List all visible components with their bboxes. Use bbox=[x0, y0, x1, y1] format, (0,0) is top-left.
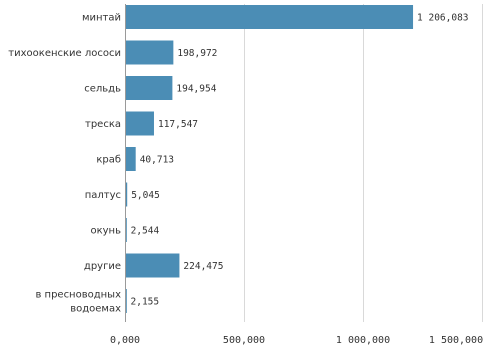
value-label: 1 206,083 bbox=[417, 13, 468, 24]
bar bbox=[126, 111, 154, 136]
value-label: 117,547 bbox=[158, 119, 198, 130]
value-label: 5,045 bbox=[131, 190, 160, 201]
category-label: минтай bbox=[82, 13, 121, 24]
x-tick-label: 0,000 bbox=[110, 335, 140, 346]
value-label: 40,713 bbox=[140, 155, 174, 166]
category-label: палтус bbox=[85, 190, 121, 201]
value-label: 2,544 bbox=[131, 226, 160, 237]
value-label: 2,155 bbox=[131, 297, 160, 308]
bar bbox=[126, 218, 127, 242]
bar bbox=[126, 289, 127, 313]
x-tick-label: 500,000 bbox=[223, 335, 265, 346]
value-labels: 1 206,083 198,972 194,954 117,547 40,713 5,04… bbox=[131, 13, 469, 308]
x-tick-label: 1 000,000 bbox=[336, 335, 390, 346]
x-tick-label: 1 500,000 bbox=[429, 335, 483, 346]
bar bbox=[126, 147, 136, 171]
bar bbox=[126, 40, 174, 65]
category-label: треска bbox=[85, 119, 121, 130]
category-label: краб bbox=[96, 155, 121, 166]
bar bbox=[126, 253, 180, 278]
category-label: сельдь bbox=[84, 84, 121, 95]
value-label: 194,954 bbox=[176, 84, 216, 95]
bars bbox=[126, 5, 414, 313]
bar bbox=[126, 76, 173, 100]
grid-lines bbox=[244, 4, 483, 322]
bar bbox=[126, 182, 128, 207]
category-label: окунь bbox=[90, 226, 121, 237]
category-label: в пресноводных bbox=[35, 290, 121, 301]
value-label: 198,972 bbox=[177, 48, 217, 59]
bar bbox=[126, 5, 414, 29]
value-label: 224,475 bbox=[183, 261, 223, 272]
x-tick-labels: 0,000 500,000 1 000,000 1 500,000 bbox=[110, 335, 483, 346]
category-label: тихоокенские лососи bbox=[8, 48, 121, 59]
category-labels: минтай тихоокенские лососи сельдь треска кра… bbox=[8, 13, 121, 315]
category-label: другие bbox=[84, 261, 121, 272]
category-label: водоемах bbox=[70, 304, 121, 315]
